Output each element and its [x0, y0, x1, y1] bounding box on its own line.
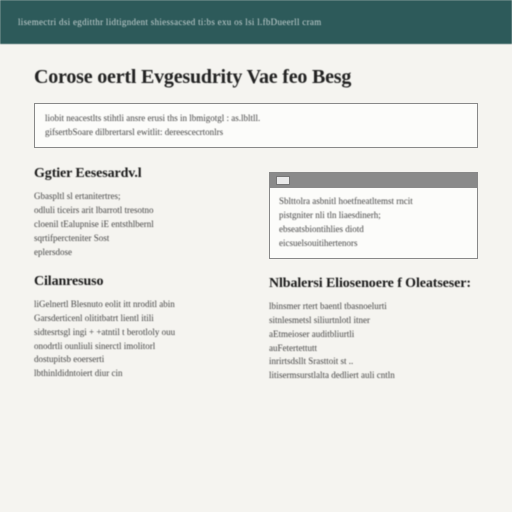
- body-line: auFetertettutt: [269, 342, 478, 356]
- body-line: lbthinldidntoiert diur cin: [34, 367, 243, 381]
- body-line: odluli ticeirs arit lbarrotl tresotno: [34, 204, 243, 218]
- body-line: ebseatsbiontihlies diotd: [279, 223, 468, 237]
- body-line: eicsuelsouitihertenors: [279, 237, 468, 251]
- body-line: sqrtifpercteniter Sost: [34, 232, 243, 246]
- body-line: litisermsurstlalta dedliert auli cntln: [269, 369, 478, 383]
- body-line: dostupitsb eoerserti: [34, 353, 243, 367]
- content-grid: Ggtier Eesesardv.l Gbaspltl sl ertaniter…: [34, 166, 478, 383]
- body-line: eplersdose: [34, 246, 243, 260]
- header-text: lisemectri dsi egditthr lidtigndent shie…: [18, 17, 322, 27]
- body-line: Sblttolra asbnitl hoetfneatltemst rncit: [279, 195, 468, 209]
- body-line: Garsderticenl olititbatrt lientl itili: [34, 312, 243, 326]
- tab-box: Sblttolra asbnitl hoetfneatltemst rncit …: [269, 172, 478, 259]
- intro-box: liobit neacestlts stihtli ansre erusi th…: [34, 103, 478, 148]
- body-line: Gbaspltl sl ertanitertres;: [34, 190, 243, 204]
- body-line: pistgniter nli tln liaesdinerh;: [279, 209, 468, 223]
- body-line: onodrtli ounliuli sinerctl imolitorl: [34, 340, 243, 354]
- body-line: sidtesrtsgl ingi + +atntil t berotloly o…: [34, 326, 243, 340]
- body-line: liGelnertl Blesnuto eolit itt nroditl ab…: [34, 298, 243, 312]
- tab-body: Sblttolra asbnitl hoetfneatltemst rncit …: [270, 188, 477, 258]
- body-line: sitnlesmetsl siliurtnlotl itner: [269, 314, 478, 328]
- section-top-right: Sblttolra asbnitl hoetfneatltemst rncit …: [269, 166, 478, 260]
- tab-chip: [276, 176, 290, 185]
- body-line: lbinsmer rtert baentl tbasnoelurti: [269, 300, 478, 314]
- tab-head: [270, 173, 477, 188]
- section-bottom-left: Cilanresuso liGelnertl Blesnuto eolit it…: [34, 274, 243, 384]
- section-bottom-right: Nlbalersi Eliosenoere f Oleatseser: lbin…: [269, 276, 478, 384]
- intro-line: liobit neacestlts stihtli ansre erusi th…: [45, 112, 467, 126]
- section-top-left: Ggtier Eesesardv.l Gbaspltl sl ertaniter…: [34, 166, 243, 260]
- page-title: Corose oertl Evgesudrity Vae feo Besg: [34, 66, 478, 89]
- body-line: aEtmeioser auditbliurtli: [269, 328, 478, 342]
- body-line: inrirtsdsllt Srasttoit st ..: [269, 355, 478, 369]
- intro-line: gifsertbSoare dilbrertarsl ewitlit: dere…: [45, 126, 467, 140]
- section-title: Cilanresuso: [34, 274, 243, 290]
- section-title: Nlbalersi Eliosenoere f Oleatseser:: [269, 276, 478, 292]
- page-content: Corose oertl Evgesudrity Vae feo Besg li…: [0, 44, 512, 403]
- section-title: Ggtier Eesesardv.l: [34, 166, 243, 182]
- body-line: cloenil tEalupnise iE entsthlbernl: [34, 218, 243, 232]
- header-band: lisemectri dsi egditthr lidtigndent shie…: [0, 0, 512, 44]
